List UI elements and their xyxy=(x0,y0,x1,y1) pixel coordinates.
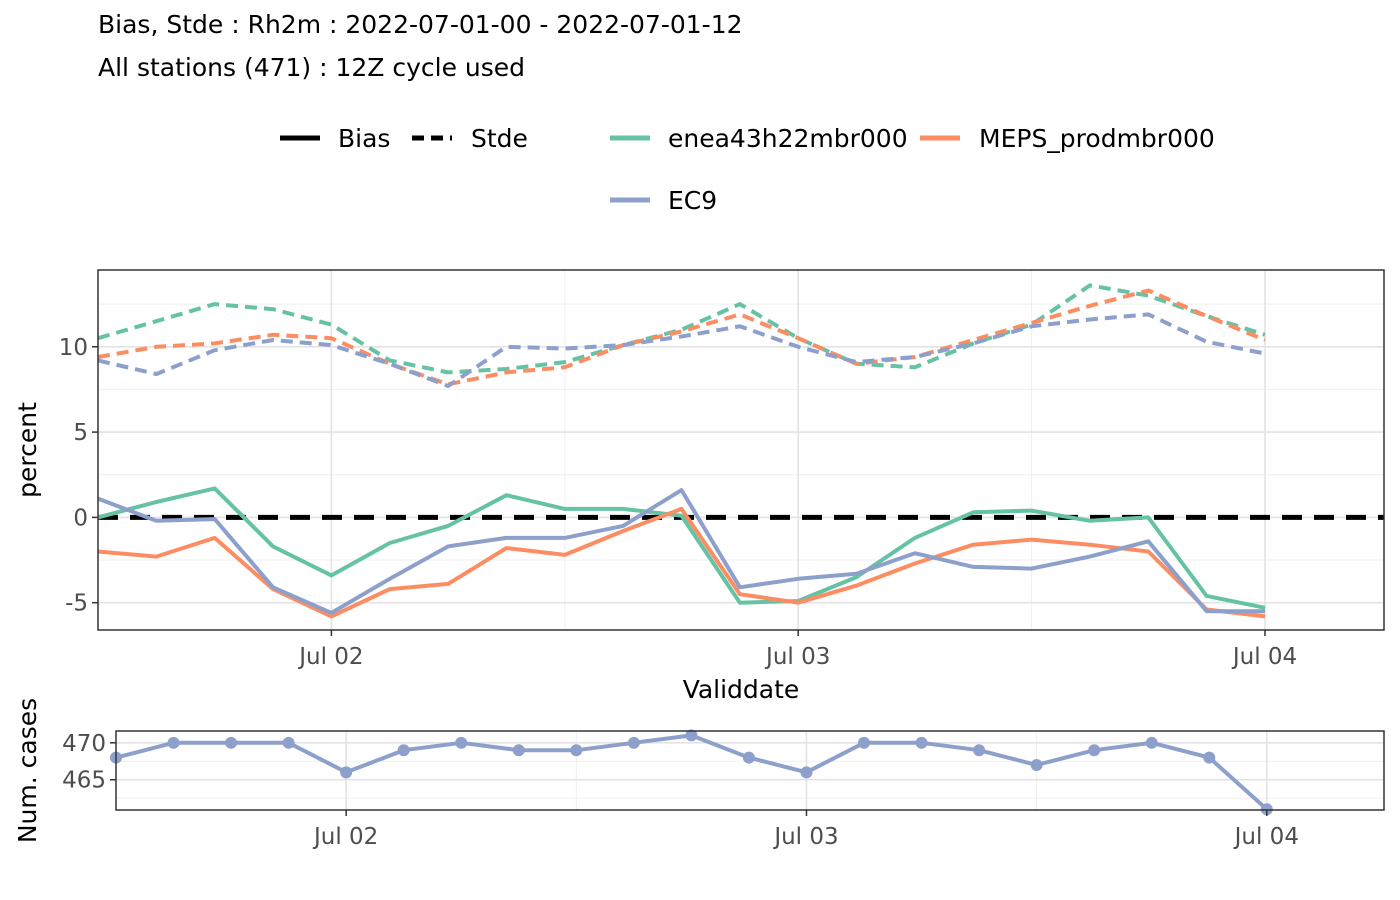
main-panel: 10 5 0 -5 Jul 02 Jul 03 Jul 04 Validdate percent xyxy=(13,269,1385,704)
y-tick-label: 10 xyxy=(59,335,88,361)
series-ec9-point xyxy=(282,736,295,749)
series-ec9-point xyxy=(225,736,238,749)
series-ec9-point xyxy=(1088,744,1101,757)
series-ec9-point xyxy=(167,736,180,749)
panel-border xyxy=(115,730,1385,811)
y-tick-label: -5 xyxy=(65,591,88,617)
series-meps-prodmbr000-bias-line xyxy=(97,506,1266,619)
series-ec9-point xyxy=(570,744,583,757)
series-ec9-point xyxy=(858,736,871,749)
y-axis-title: percent xyxy=(13,402,42,498)
series-ec9-point xyxy=(512,744,525,757)
series-ec9-point xyxy=(742,751,755,764)
x-tick-label: Jul 02 xyxy=(312,824,378,850)
series-enea43h22mbr000-stde-line xyxy=(97,283,1266,375)
series-ec9-point xyxy=(800,766,813,779)
series-ec9-point xyxy=(1030,758,1043,771)
legend-label-meps: MEPS_prodmbr000 xyxy=(979,124,1215,153)
y-axis-title: Num. cases xyxy=(13,698,42,843)
x-tick-label: Jul 03 xyxy=(764,644,830,670)
series-ec9-point xyxy=(973,744,986,757)
series-ec9-point xyxy=(455,736,468,749)
series-meps-prodmbr000-stde-line xyxy=(97,288,1266,387)
x-tick-label: Jul 04 xyxy=(1231,644,1297,670)
x-tick-label: Jul 03 xyxy=(772,824,838,850)
x-tick-label: Jul 04 xyxy=(1233,824,1299,850)
series-ec9-point xyxy=(1145,736,1158,749)
x-tick-label: Jul 02 xyxy=(297,644,363,670)
legend-label-stde: Stde xyxy=(471,124,528,153)
x-axis-title: Validdate xyxy=(683,675,800,704)
series-ec9-point xyxy=(340,766,353,779)
series-ec9-stde-line xyxy=(97,312,1266,388)
y-tick-label: 465 xyxy=(62,768,106,794)
y-tick-label: 5 xyxy=(73,420,88,446)
legend-label-ec9: EC9 xyxy=(668,186,717,215)
series-enea43h22mbr000-bias-line xyxy=(97,486,1266,610)
series-ec9-bias-line xyxy=(97,488,1265,615)
y-tick-label: 0 xyxy=(73,505,88,531)
chart-subtitle: All stations (471) : 12Z cycle used xyxy=(98,53,525,82)
panel-border xyxy=(97,269,1385,631)
series-ec9-point xyxy=(627,736,640,749)
cases-panel: 470 465 Jul 02 Jul 03 Jul 04 Num. cases xyxy=(13,698,1385,850)
legend-label-enea43h22mbr000: enea43h22mbr000 xyxy=(668,124,908,153)
legend-label-bias: Bias xyxy=(338,124,390,153)
legend: Bias Stde enea43h22mbr000 MEPS_prodmbr00… xyxy=(280,124,1215,215)
chart-title: Bias, Stde : Rh2m : 2022-07-01-00 - 2022… xyxy=(98,10,743,39)
series-ec9-point xyxy=(915,736,928,749)
series-ec9-point xyxy=(685,729,698,742)
y-tick-label: 470 xyxy=(62,731,106,757)
series-ec9-point xyxy=(1203,751,1216,764)
series-ec9-point xyxy=(397,744,410,757)
